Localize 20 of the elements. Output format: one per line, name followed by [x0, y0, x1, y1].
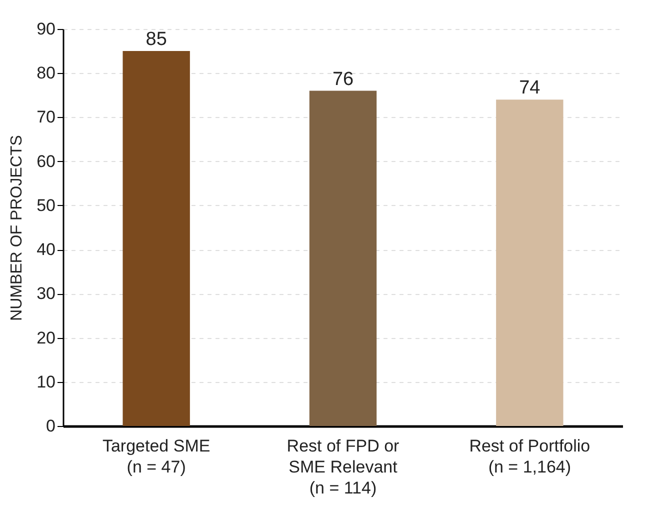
- x-tick-label: Rest of FPD or SME Relevant (n = 114): [286, 436, 400, 498]
- x-tick-label: Rest of Portfolio (n = 1,164): [469, 436, 590, 476]
- data-label: 76: [332, 68, 354, 90]
- y-tick-label: 10: [36, 372, 56, 392]
- y-tick-label: 20: [36, 328, 56, 348]
- y-tick-label: 0: [46, 416, 56, 436]
- y-tick-label: 80: [36, 64, 56, 83]
- x-tick-label: Targeted SME (n = 47): [102, 436, 210, 476]
- y-tick-label: 30: [36, 284, 56, 304]
- y-axis-title: NUMBER OF PROJECTS: [8, 135, 26, 321]
- y-tick-label: 60: [36, 152, 56, 171]
- y-tick-label: 90: [36, 20, 56, 38]
- y-tick-label: 70: [36, 108, 56, 127]
- bar: [496, 100, 564, 426]
- data-label: 85: [146, 29, 167, 50]
- bar: [122, 51, 190, 426]
- bar: [309, 90, 377, 426]
- y-tick-label: 40: [36, 240, 56, 260]
- data-label: 74: [519, 78, 541, 99]
- y-tick-label: 50: [36, 196, 56, 215]
